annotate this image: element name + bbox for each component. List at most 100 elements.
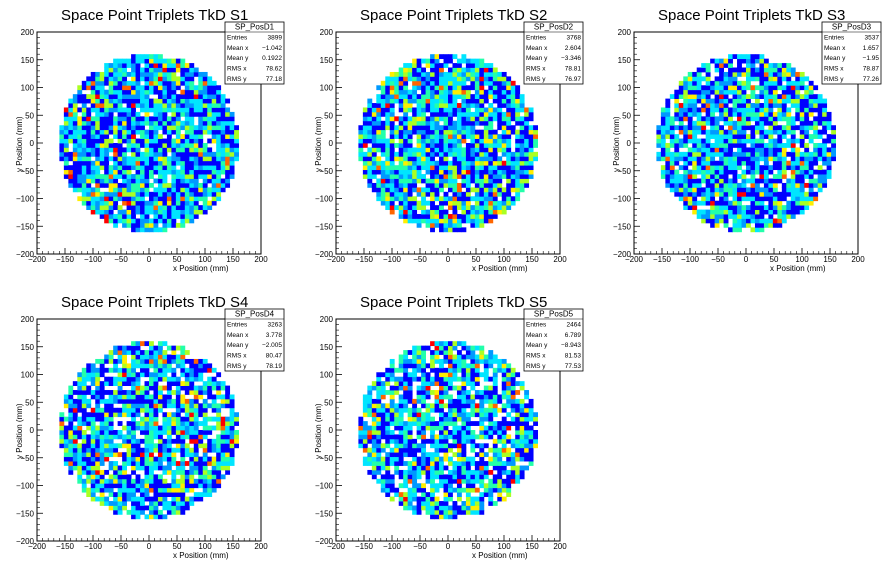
heatmap-bin	[470, 143, 476, 148]
heatmap-bin	[162, 496, 168, 502]
heatmap-bin	[171, 125, 177, 131]
heatmap-bin	[104, 501, 110, 506]
heatmap-bin	[696, 107, 702, 113]
heatmap-bin	[131, 174, 136, 179]
heatmap-bin	[439, 156, 444, 162]
heatmap-bin	[795, 191, 801, 197]
heatmap-bin	[211, 465, 217, 471]
heatmap-bin	[822, 125, 828, 131]
heatmap-bin	[501, 120, 507, 126]
heatmap-bin	[519, 178, 525, 184]
heatmap-bin	[799, 125, 805, 131]
heatmap-bin	[723, 222, 729, 228]
heatmap-bin	[687, 116, 693, 122]
stats-value: 77.26	[863, 76, 880, 83]
heatmap-bin	[434, 116, 440, 122]
heatmap-bin	[216, 438, 222, 444]
heatmap-bin	[524, 156, 530, 162]
heatmap-bin	[193, 129, 199, 135]
heatmap-bin	[126, 80, 132, 86]
heatmap-bin	[131, 398, 136, 404]
heatmap-bin	[193, 390, 199, 395]
heatmap-bin	[166, 469, 172, 475]
heatmap-bin	[104, 218, 110, 224]
heatmap-bin	[99, 111, 105, 117]
heatmap-bin	[367, 178, 373, 184]
heatmap-bin	[732, 54, 738, 60]
heatmap-bin	[81, 478, 87, 484]
heatmap-bin	[86, 478, 92, 484]
heatmap-bin	[108, 116, 114, 122]
heatmap-bin	[434, 222, 440, 228]
heatmap-bin	[465, 156, 471, 162]
heatmap-bin	[171, 376, 177, 382]
y-tick-label: 50	[324, 111, 333, 120]
heatmap-bin	[430, 151, 435, 157]
heatmap-bin	[166, 483, 172, 489]
heatmap-bin	[81, 182, 87, 188]
heatmap-bin	[479, 134, 485, 139]
heatmap-bin	[72, 111, 78, 117]
heatmap-bin	[59, 143, 65, 148]
heatmap-bin	[772, 111, 778, 117]
heatmap-bin	[117, 443, 123, 449]
heatmap-bin	[826, 134, 832, 139]
heatmap-bin	[728, 147, 733, 153]
heatmap-bin	[506, 134, 512, 139]
heatmap-bin	[153, 125, 159, 131]
heatmap-bin	[198, 403, 204, 409]
heatmap-bin	[77, 398, 83, 404]
heatmap-bin	[135, 461, 141, 466]
heatmap-bin	[701, 125, 707, 131]
heatmap-bin	[198, 478, 204, 484]
heatmap-bin	[488, 71, 494, 77]
heatmap-bin	[443, 63, 449, 68]
heatmap-bin	[68, 390, 74, 395]
heatmap-bin	[211, 191, 217, 197]
heatmap-bin	[483, 94, 489, 99]
heatmap-bin	[171, 403, 177, 409]
heatmap-bin	[728, 169, 733, 175]
heatmap-bin	[488, 107, 494, 113]
heatmap-bin	[162, 120, 168, 126]
heatmap-bin	[456, 58, 462, 64]
heatmap-bin	[72, 182, 78, 188]
heatmap-bin	[104, 214, 110, 219]
heatmap-bin	[108, 89, 114, 95]
heatmap-bin	[131, 76, 136, 82]
heatmap-bin	[524, 160, 530, 166]
heatmap-bin	[728, 107, 733, 113]
heatmap-bin	[99, 492, 105, 497]
heatmap-bin	[180, 67, 186, 73]
heatmap-bin	[777, 222, 783, 228]
heatmap-bin	[153, 354, 159, 360]
heatmap-bin	[149, 469, 154, 475]
heatmap-bin	[777, 107, 783, 113]
heatmap-bin	[799, 94, 805, 99]
heatmap-bin	[750, 125, 756, 131]
x-tick-label: 150	[525, 255, 539, 264]
heatmap-bin	[470, 222, 476, 228]
x-tick-label: 0	[147, 542, 152, 551]
heatmap-bin	[826, 151, 832, 157]
heatmap-bin	[86, 156, 92, 162]
heatmap-bin	[140, 425, 145, 431]
heatmap-bin	[510, 80, 516, 86]
heatmap-bin	[533, 138, 538, 144]
heatmap-bin	[95, 94, 101, 99]
heatmap-bin	[117, 205, 123, 210]
heatmap-bin	[515, 178, 521, 184]
heatmap-bin	[144, 94, 150, 99]
heatmap-bin	[416, 107, 422, 113]
heatmap-bin	[189, 214, 195, 219]
heatmap-bin	[131, 54, 136, 60]
heatmap-bin	[376, 143, 382, 148]
heatmap-bin	[461, 182, 467, 188]
heatmap-bin	[135, 222, 141, 228]
heatmap-bin	[822, 182, 828, 188]
heatmap-bin	[470, 71, 476, 77]
heatmap-bin	[68, 385, 74, 391]
heatmap-bin	[68, 103, 74, 108]
heatmap-bin	[719, 63, 724, 68]
heatmap-bin	[385, 191, 391, 197]
